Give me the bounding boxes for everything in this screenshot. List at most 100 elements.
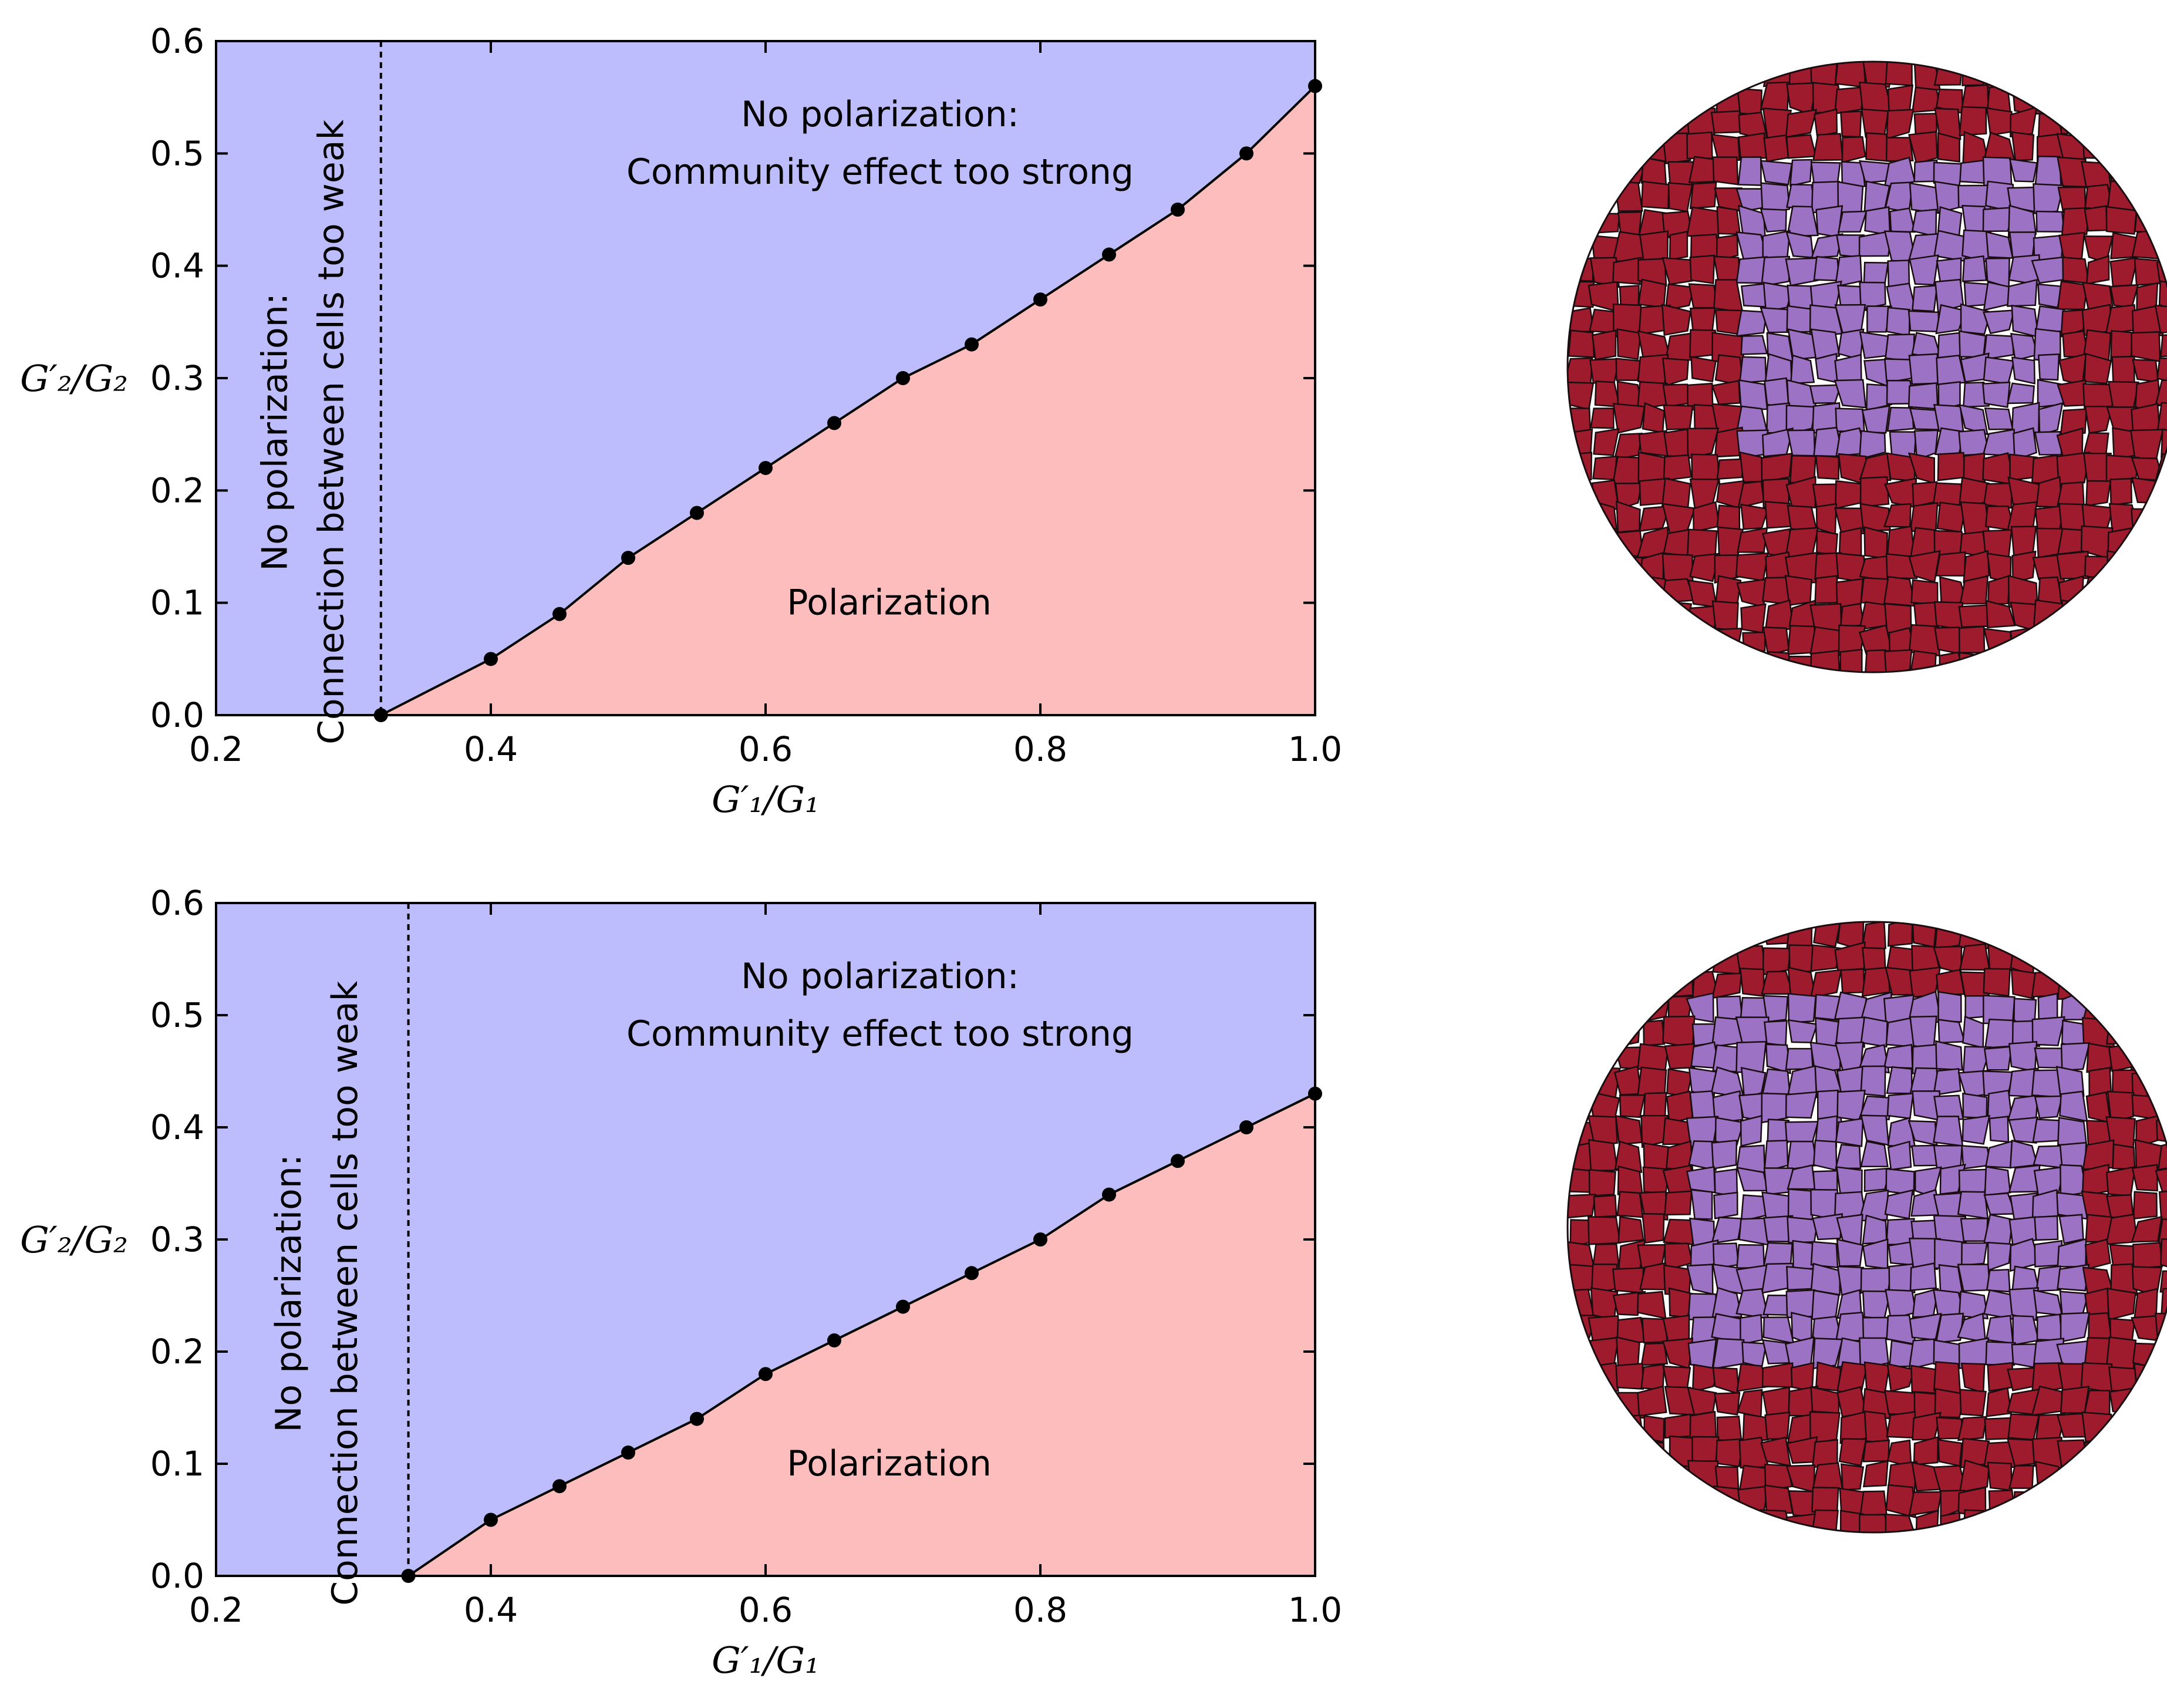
inner-cell [2011,356,2035,385]
outer-cell [2084,352,2112,385]
outer-cell [1963,452,1986,483]
outer-cell [1812,1536,1837,1565]
outer-cell [1785,1464,1816,1493]
outer-cell [1616,328,1642,361]
data-point [759,461,773,476]
inner-cell [1985,1315,2014,1345]
inner-cell [2057,1264,2090,1292]
axis-ticks: 0.2 0.4 0.6 0.8 1.0 0.0 0.1 0.2 0.3 0.4 0.5 0.6 [150,21,1342,769]
tissue-outline [1566,921,2167,1534]
y-tick-label: 0.1 [150,1444,204,1484]
outer-cell [1937,132,1960,163]
inner-cell [2058,1214,2084,1245]
inner-cell [1912,284,1938,312]
outer-cell [1812,1462,1844,1490]
outer-cell [1935,551,1966,577]
outer-cell [2057,967,2088,1000]
outer-cell [1711,380,1741,405]
inner-cell [1958,1291,1989,1320]
outer-cell [2156,1389,2167,1419]
inner-cell [1983,356,2015,385]
inner-cell [2008,1040,2038,1073]
inner-cell [1933,404,1964,432]
outer-cell [1663,528,1690,557]
outer-cell [1838,1438,1867,1467]
y-axis-label: G′₂/G₂ [20,357,128,400]
inner-cell [1962,255,1987,282]
outer-cell [1669,230,1689,261]
outer-cell [1933,1361,1962,1394]
outer-cell [1716,234,1739,262]
outer-cell [1838,527,1862,557]
outer-cell [1593,1194,1617,1218]
outer-cell [1568,1339,1590,1366]
connection-label-line2: Connection between cells too weak [325,981,366,1605]
inner-cell [2059,1090,2088,1123]
inner-cell [1987,1241,2012,1272]
outer-cell [1588,1216,1621,1245]
inner-cell [1982,309,2016,335]
inner-cell [1860,1114,1890,1146]
data-point [1102,1187,1116,1202]
outer-cell [1840,110,1862,138]
outer-cell [1662,357,1690,387]
outer-cell [1762,626,1790,656]
outer-cell [1959,675,1985,702]
inner-cell [1712,1338,1745,1370]
outer-cell [2084,205,2108,232]
outer-cell [2112,1414,2138,1442]
outer-cell [1663,454,1692,481]
outer-cell [1886,1363,1915,1393]
outer-cell [2084,405,2113,434]
inner-cell [1884,1189,1914,1219]
outer-cell [1786,676,1815,702]
inner-cell [1741,1341,1767,1368]
outer-cell [1940,1511,1961,1532]
outer-cell [1716,206,1741,235]
outer-cell [2129,429,2164,460]
data-point [896,371,910,385]
inner-cell [1810,233,1844,259]
outer-cell [2161,428,2167,459]
x-tick-label: 0.8 [1013,1590,1067,1630]
outer-cell [1835,480,1865,510]
inner-cell [1909,1313,1942,1341]
outer-cell [1859,1490,1888,1517]
outer-cell [1711,652,1744,672]
outer-cell [1986,1387,2012,1417]
outer-cell [1712,1366,1740,1395]
inner-cell [1812,1213,1844,1241]
inner-cell [1785,231,1814,259]
outer-cell [2109,257,2139,287]
outer-cell [1664,332,1694,361]
outer-cell [2107,1090,2135,1123]
data-point [1239,1120,1253,1134]
inner-cell [1933,1068,1962,1096]
outer-cell [1764,1411,1791,1440]
outer-cell [1735,655,1769,672]
outer-cell [2112,1143,2136,1170]
outer-cell [1739,968,1765,998]
outer-cell [1740,603,1767,634]
outer-cell [1642,402,1665,434]
outer-cell [2161,1288,2167,1320]
outer-cell [1861,966,1890,998]
inner-cell [1937,991,1962,1023]
outer-cell [1661,304,1691,336]
outer-cell [2154,304,2167,334]
inner-cell [2035,305,2065,332]
outer-cell [1885,62,1913,86]
data-point [1239,146,1253,161]
y-tick-label: 0.6 [150,21,204,61]
outer-cell [1662,257,1695,285]
inner-cell [2033,1145,2065,1168]
outer-cell [2085,255,2110,285]
inner-cell [1711,1286,1743,1318]
outer-cell [2007,1509,2036,1532]
outer-cell [1937,452,1967,481]
outer-cell [1714,575,1742,606]
inner-cell [2035,1265,2062,1292]
outer-cell [2159,1270,2167,1293]
inner-cell [1837,210,1868,233]
inner-cell [1686,1165,1716,1194]
